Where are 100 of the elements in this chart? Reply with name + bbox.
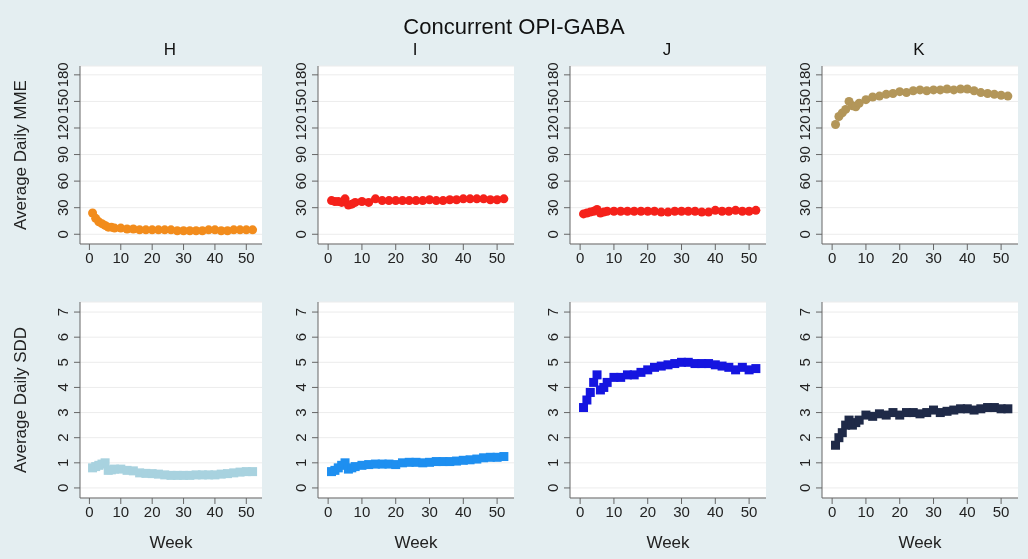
y-tick-label: 1: [54, 458, 71, 467]
y-tick-label: 30: [54, 199, 71, 217]
y-tick-label: 3: [54, 408, 71, 417]
y-tick-label: 5: [54, 358, 71, 367]
x-tick-label: 0: [575, 502, 585, 520]
y-tick-label: 3: [796, 408, 813, 417]
y-tick-label: 5: [292, 358, 309, 367]
y-tick-label: 6: [292, 333, 309, 342]
y-tick-label: 6: [544, 333, 561, 342]
y-tick-label: 30: [544, 199, 561, 217]
x-tick-label: 50: [488, 502, 506, 520]
x-tick-label: 10: [112, 502, 130, 520]
x-tick-label: 50: [992, 502, 1010, 520]
y-tick-label: 4: [54, 383, 71, 392]
y-tick-label: 1: [292, 458, 309, 467]
x-tick-label: 10: [605, 502, 623, 520]
x-tick-label: 40: [706, 248, 724, 266]
y-tick-label: 1: [544, 458, 561, 467]
y-tick-label: 120: [292, 115, 309, 141]
x-axis-title: Week: [149, 533, 194, 552]
y-tick-label: 180: [292, 62, 309, 88]
x-tick-label: 10: [112, 248, 130, 266]
x-tick-label: 0: [85, 502, 94, 520]
y-tick-label: 6: [54, 333, 71, 342]
x-tick-label: 20: [639, 502, 657, 520]
x-tick-label: 50: [992, 248, 1010, 266]
y-tick-label: 150: [544, 88, 561, 114]
x-tick-label: 50: [488, 248, 506, 266]
y-axis-title: Average Daily SDD: [11, 326, 31, 474]
x-tick-label: 10: [857, 502, 875, 520]
y-tick-label: 0: [544, 483, 561, 493]
y-tick-label: 0: [54, 483, 71, 493]
y-tick-label: 0: [544, 230, 561, 239]
x-tick-label: 10: [353, 248, 371, 266]
y-tick-label: 60: [54, 172, 71, 190]
x-tick-label: 20: [143, 502, 161, 520]
x-tick-label: 30: [175, 248, 192, 266]
chart-title: H: [162, 40, 178, 61]
y-tick-label: 2: [544, 433, 561, 442]
y-tick-label: 150: [292, 88, 309, 114]
x-tick-label: 50: [237, 502, 255, 520]
y-tick-label: 3: [292, 408, 309, 417]
y-tick-label: 150: [796, 88, 813, 114]
text: Concurrent OPI-GABA: [402, 14, 626, 40]
x-tick-label: 50: [740, 502, 758, 520]
x-tick-label: 20: [891, 248, 909, 266]
x-axis-title: Week: [394, 533, 439, 552]
chart-title: K: [912, 40, 926, 61]
x-tick-label: 20: [387, 502, 405, 520]
x-tick-label: 50: [740, 248, 758, 266]
x-tick-label: 40: [706, 502, 724, 520]
y-tick-label: 90: [544, 146, 561, 163]
y-tick-label: 3: [544, 408, 561, 417]
y-tick-label: 4: [796, 383, 813, 392]
y-tick-label: 0: [796, 230, 813, 239]
x-tick-label: 20: [143, 248, 161, 266]
y-tick-label: 30: [796, 199, 813, 217]
y-tick-label: 90: [796, 146, 813, 163]
x-tick-label: 10: [353, 502, 371, 520]
x-tick-label: 30: [673, 248, 690, 266]
x-tick-label: 40: [454, 248, 472, 266]
y-tick-label: 180: [544, 62, 561, 88]
y-tick-label: 60: [796, 172, 813, 190]
y-axis-title: Average Daily MME: [11, 80, 31, 230]
chart-title: J: [661, 40, 673, 61]
y-tick-label: 2: [292, 433, 309, 442]
x-tick-label: 30: [925, 248, 942, 266]
x-axis-title: Week: [898, 533, 943, 552]
y-tick-label: 5: [796, 358, 813, 367]
x-tick-label: 20: [387, 248, 405, 266]
x-axis-title: Week: [646, 533, 691, 552]
y-tick-label: 0: [292, 483, 309, 493]
y-tick-label: 2: [54, 433, 71, 442]
x-tick-label: 40: [454, 502, 472, 520]
y-tick-label: 0: [292, 230, 309, 239]
x-tick-label: 20: [639, 248, 657, 266]
y-tick-label: 4: [292, 383, 309, 392]
y-tick-label: 120: [544, 115, 561, 141]
y-tick-label: 7: [796, 307, 813, 317]
x-tick-label: 30: [421, 248, 438, 266]
y-tick-label: 120: [54, 115, 71, 141]
x-tick-label: 10: [857, 248, 875, 266]
y-tick-label: 4: [544, 383, 561, 392]
y-tick-label: 1: [796, 458, 813, 467]
x-tick-label: 40: [958, 248, 976, 266]
x-tick-label: 0: [85, 248, 94, 266]
y-tick-label: 7: [54, 307, 71, 317]
y-tick-label: 7: [544, 307, 561, 317]
y-tick-label: 0: [796, 483, 813, 493]
x-tick-label: 0: [323, 248, 333, 266]
x-tick-label: 50: [237, 248, 255, 266]
y-tick-label: 60: [292, 172, 309, 190]
x-tick-label: 10: [605, 248, 623, 266]
x-tick-label: 30: [175, 502, 192, 520]
y-tick-label: 150: [54, 88, 71, 114]
x-tick-label: 0: [827, 502, 837, 520]
y-tick-label: 180: [796, 62, 813, 88]
y-tick-label: 30: [292, 199, 309, 217]
x-tick-label: 30: [925, 502, 942, 520]
y-tick-label: 90: [54, 146, 71, 163]
